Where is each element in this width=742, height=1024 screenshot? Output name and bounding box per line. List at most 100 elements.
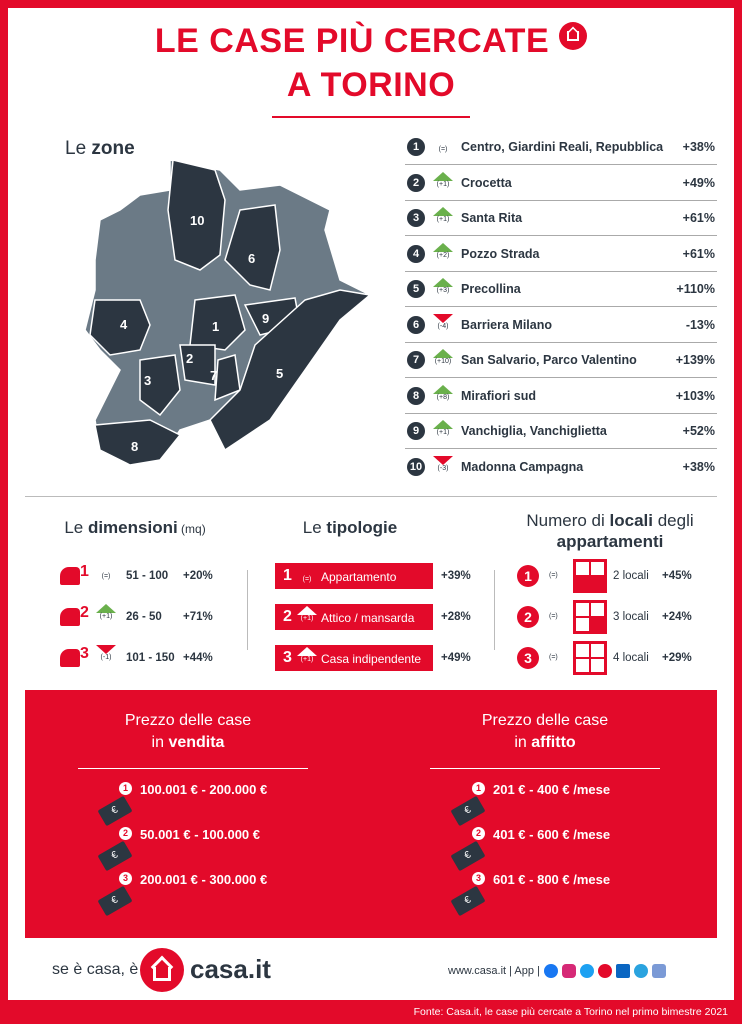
map-district-5 — [209, 289, 372, 452]
map-district-4 — [89, 299, 151, 356]
rank-badge: 9 — [407, 422, 425, 440]
zone-name: Precollina — [461, 282, 521, 296]
tape-measure-icon — [60, 567, 80, 585]
telegram-icon[interactable] — [633, 964, 648, 978]
rank-change: (-3) — [437, 464, 449, 472]
column-divider — [247, 570, 248, 650]
zones-heading: Le zone — [65, 138, 135, 159]
price-tag-icon: € — [450, 885, 486, 917]
google-news-icon[interactable] — [651, 964, 666, 978]
tipologia-name: Appartamento — [321, 570, 397, 584]
title-divider — [272, 116, 470, 118]
arrow-up-icon — [297, 647, 317, 656]
map-label-6: 6 — [248, 251, 255, 266]
rank-badge: 5 — [407, 280, 425, 298]
zone-name: Vanchiglia, Vanchiglietta — [461, 424, 607, 438]
zone-percent: +61% — [682, 246, 715, 261]
arrow-up-icon — [433, 242, 453, 252]
price-tag-icon: € — [450, 795, 486, 827]
locali-percent: +45% — [662, 570, 692, 582]
zone-row: 10 (-3) Madonna Campagna +38% — [405, 450, 717, 485]
vendita-price-range: 100.001 € - 200.000 € — [140, 782, 268, 797]
arrow-up-icon — [433, 384, 453, 394]
zone-name: Madonna Campagna — [461, 459, 584, 474]
arrow-up-icon — [297, 606, 317, 615]
size-range: 51 - 100 — [126, 570, 169, 582]
vendita-divider — [78, 768, 308, 769]
zone-percent: -13% — [685, 317, 715, 332]
arrow-up-icon — [433, 278, 453, 287]
tipologia-percent: +28% — [441, 611, 471, 623]
dimension-row: 1 (=) 51 - 100 +20% — [58, 563, 218, 589]
casa-logo-icon — [140, 948, 184, 992]
zone-percent: +38% — [682, 140, 715, 154]
rank-badge: 3 — [472, 872, 485, 885]
tape-measure-icon — [60, 608, 80, 626]
size-percent: +20% — [183, 570, 213, 582]
rank-change: (+1) — [436, 429, 450, 436]
arrow-up-icon — [96, 604, 116, 613]
locali-name: 4 locali — [613, 652, 649, 664]
rank-change: (=) — [438, 146, 448, 153]
torino-map: 10 6 4 1 9 2 3 7 5 8 — [84, 159, 372, 466]
linkedin-icon[interactable] — [615, 964, 630, 978]
zone-name: Centro, Giardini Reali, Repubblica — [461, 140, 664, 154]
rank-change: (=) — [302, 576, 312, 583]
rank-number: 2 — [283, 608, 292, 625]
map-label-1: 1 — [212, 319, 219, 334]
zone-row: 9 (+1) Vanchiglia, Vanchiglietta +52% — [405, 414, 717, 449]
price-tag-icon: € — [450, 840, 486, 872]
price-tag-icon: € — [97, 795, 133, 827]
map-label-3: 3 — [144, 373, 151, 388]
zone-row: 1 (=) Centro, Giardini Reali, Repubblica… — [405, 130, 717, 165]
zone-name: San Salvario, Parco Valentino — [461, 353, 637, 367]
map-district-10 — [167, 159, 226, 271]
zone-row: 4 (+2) Pozzo Strada +61% — [405, 237, 717, 272]
zone-name: Pozzo Strada — [461, 246, 540, 261]
rank-change: (+10) — [434, 358, 452, 365]
rank-badge: 2 — [407, 173, 425, 192]
rank-change: (=) — [549, 613, 558, 620]
locali-percent: +24% — [662, 611, 692, 623]
locali-percent: +29% — [662, 652, 692, 664]
rank-badge: 3 — [119, 872, 132, 885]
map-label-9: 9 — [262, 311, 269, 326]
map-label-10: 10 — [190, 213, 204, 228]
twitter-icon[interactable] — [579, 964, 594, 978]
price-tag-icon: € — [97, 840, 133, 872]
rank-change: (+3) — [436, 287, 450, 294]
rank-change: (-4) — [437, 322, 449, 330]
map-label-4: 4 — [120, 317, 128, 332]
zone-name: Santa Rita — [461, 211, 523, 225]
zone-name: Barriera Milano — [461, 317, 553, 332]
instagram-icon[interactable] — [561, 964, 576, 978]
tipologia-percent: +49% — [441, 652, 471, 664]
facebook-icon[interactable] — [543, 964, 558, 978]
dimensioni-heading: Le dimensioni (mq) — [64, 518, 206, 537]
dimension-row: 2 (+1) 26 - 50 +71% — [58, 604, 218, 630]
section-divider — [25, 496, 717, 497]
affitto-heading: Prezzo delle case in affitto — [481, 712, 609, 751]
map-label-2: 2 — [186, 351, 193, 366]
rank-number: 2 — [80, 604, 89, 621]
map-district-2 — [179, 344, 216, 386]
map-label-7: 7 — [210, 368, 217, 383]
map-district-1 — [189, 294, 246, 351]
rank-change: (+1) — [99, 613, 113, 620]
price-tag-icon: € — [97, 885, 133, 917]
title-line-2: A TORINO — [286, 66, 456, 104]
tipologia-name: Attico / mansarda — [321, 611, 415, 625]
house-icon — [559, 22, 588, 50]
footer-links[interactable]: www.casa.it | App | — [448, 964, 666, 978]
rank-change: (+1) — [300, 656, 314, 663]
rank-change: (-1) — [100, 654, 112, 661]
tipologia-name: Casa indipendente — [321, 652, 422, 666]
prices-panel: Prezzo delle case in vendita Prezzo delle… — [25, 690, 717, 938]
rank-badge: 3 — [517, 647, 539, 669]
rank-change: (+2) — [436, 251, 450, 259]
website-link[interactable]: www.casa.it | App | — [448, 964, 540, 977]
youtube-icon[interactable] — [597, 964, 612, 978]
size-range: 101 - 150 — [126, 652, 175, 664]
rank-badge: 4 — [407, 244, 425, 263]
rank-change: (+8) — [436, 393, 450, 401]
